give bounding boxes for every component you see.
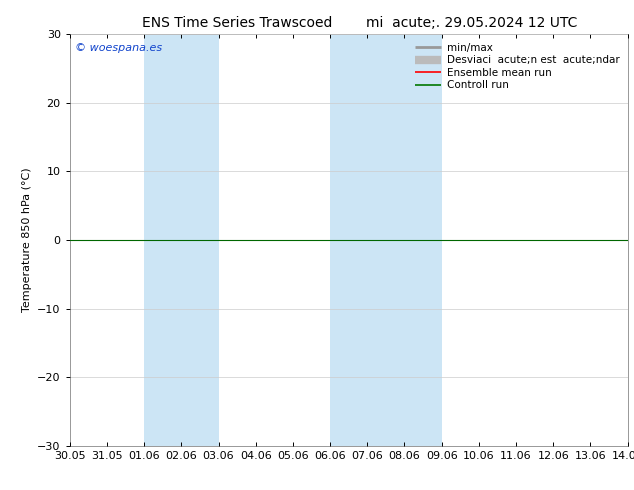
Bar <box>144 34 219 446</box>
Text: mi  acute;. 29.05.2024 12 UTC: mi acute;. 29.05.2024 12 UTC <box>366 16 577 30</box>
Y-axis label: Temperature 850 hPa (°C): Temperature 850 hPa (°C) <box>22 168 32 313</box>
Legend: min/max, Desviaci  acute;n est  acute;ndar, Ensemble mean run, Controll run: min/max, Desviaci acute;n est acute;ndar… <box>412 40 623 94</box>
Text: © woespana.es: © woespana.es <box>75 43 162 52</box>
Text: ENS Time Series Trawscoed: ENS Time Series Trawscoed <box>142 16 332 30</box>
Bar <box>330 34 442 446</box>
